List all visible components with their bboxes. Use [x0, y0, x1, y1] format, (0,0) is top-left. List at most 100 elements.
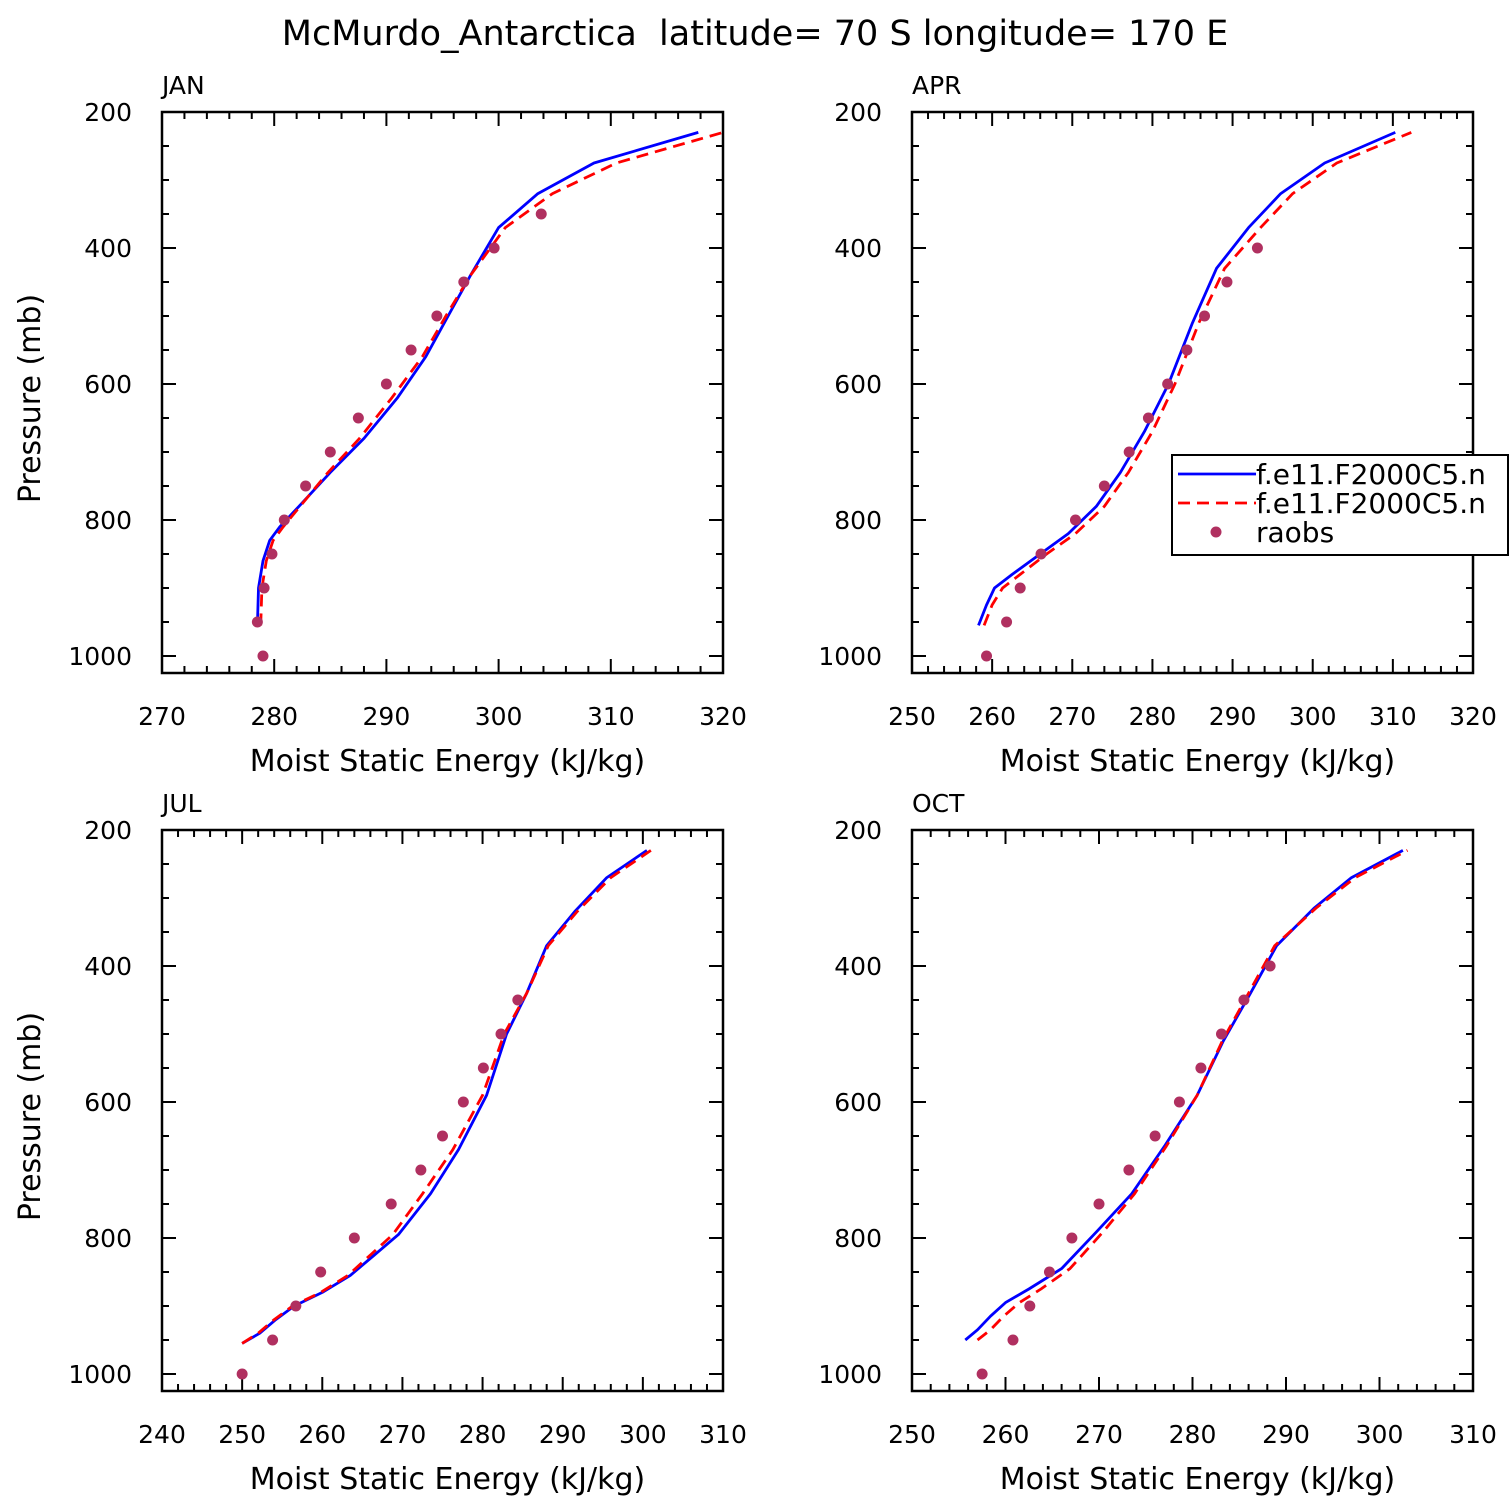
- x-axis-title: Moist Static Energy (kJ/kg): [1000, 744, 1396, 779]
- raobs-point: [1123, 446, 1135, 458]
- series-dashed-line: [241, 849, 652, 1345]
- legend-label: f.e11.F2000C5.n: [1256, 458, 1486, 491]
- x-tick-label: 270: [1048, 702, 1096, 731]
- raobs-point: [976, 1368, 988, 1380]
- raobs-point: [257, 650, 269, 662]
- y-tick-label: 1000: [818, 642, 882, 671]
- raobs-point: [431, 310, 443, 322]
- x-tick-label: 250: [218, 1420, 266, 1449]
- raobs-point: [278, 514, 290, 526]
- y-tick-label: 800: [834, 506, 882, 535]
- y-tick-label: 1000: [818, 1360, 882, 1389]
- raobs-point: [488, 242, 500, 254]
- raobs-point: [437, 1130, 448, 1142]
- raobs-point: [535, 208, 547, 220]
- raobs-point: [1142, 412, 1154, 424]
- raobs-point: [1162, 378, 1174, 390]
- y-tick-label: 800: [84, 506, 132, 535]
- raobs-point: [457, 1096, 469, 1108]
- raobs-point: [1195, 1062, 1207, 1074]
- raobs-point: [981, 650, 993, 662]
- raobs-point: [348, 1232, 360, 1244]
- x-tick-label: 310: [587, 702, 635, 731]
- raobs-point: [1043, 1266, 1055, 1278]
- series-dashed-line: [976, 849, 1409, 1342]
- raobs-point: [1069, 514, 1081, 526]
- x-tick-label: 280: [1129, 702, 1177, 731]
- panel-oct: 250 260 270 280 290 300 310 200 400 600 800 1000 OCT…: [818, 789, 1496, 1497]
- raobs-point: [1181, 344, 1193, 356]
- x-tick-label: 250: [888, 702, 936, 731]
- raobs-point: [1221, 276, 1233, 288]
- raobs-point: [1024, 1300, 1036, 1312]
- x-tick-label: 300: [619, 1420, 667, 1449]
- x-tick-label: 270: [379, 1420, 427, 1449]
- raobs-point: [1035, 548, 1047, 560]
- raobs-point: [1066, 1232, 1078, 1244]
- raobs-point: [258, 582, 270, 594]
- y-tick-label: 200: [834, 98, 882, 127]
- plot-frame: [910, 110, 1475, 675]
- x-tick-label: 310: [1369, 702, 1417, 731]
- y-tick-label: 200: [834, 816, 882, 845]
- x-tick-label: 280: [1169, 1420, 1217, 1449]
- series-dashed-line: [982, 131, 1412, 626]
- x-tick-label: 290: [363, 702, 411, 731]
- raobs-point: [1215, 1028, 1227, 1040]
- y-tick-label: 400: [834, 234, 882, 263]
- x-tick-label: 310: [1449, 1420, 1497, 1449]
- plot-frame: [910, 828, 1475, 1393]
- raobs-point: [324, 446, 336, 458]
- y-tick-label: 1000: [68, 642, 132, 671]
- y-tick-label: 200: [84, 98, 132, 127]
- y-tick-label: 600: [84, 1088, 132, 1117]
- x-tick-label: 290: [1209, 702, 1257, 731]
- x-axis-title: Moist Static Energy (kJ/kg): [1000, 1462, 1396, 1497]
- y-tick-label: 1000: [68, 1360, 132, 1389]
- x-tick-label: 280: [250, 702, 298, 731]
- y-axis-title: Pressure (mb): [13, 1012, 48, 1221]
- raobs-point: [512, 994, 524, 1006]
- raobs-point: [1014, 582, 1026, 594]
- raobs-point: [415, 1164, 427, 1176]
- raobs-point: [1251, 242, 1263, 254]
- x-tick-label: 320: [699, 702, 747, 731]
- raobs-point: [290, 1300, 302, 1312]
- raobs-point: [267, 1334, 279, 1346]
- legend-label: raobs: [1256, 516, 1334, 549]
- panel-jan: 270 280 290 300 310 320 200 400 600 800 1000 JAN Moi…: [13, 71, 747, 779]
- raobs-point: [300, 480, 312, 492]
- raobs-point: [495, 1028, 507, 1040]
- y-tick-label: 400: [834, 952, 882, 981]
- y-tick-label: 600: [834, 370, 882, 399]
- raobs-point: [458, 276, 470, 288]
- x-tick-label: 290: [1262, 1420, 1310, 1449]
- raobs-point: [477, 1062, 489, 1074]
- x-tick-label: 270: [138, 702, 186, 731]
- raobs-point: [236, 1368, 248, 1380]
- x-tick-label: 260: [298, 1420, 346, 1449]
- raobs-point: [251, 616, 263, 628]
- x-tick-label: 300: [1356, 1420, 1404, 1449]
- x-tick-label: 260: [982, 1420, 1030, 1449]
- panel-title: APR: [912, 71, 962, 100]
- panel-title: JUL: [160, 789, 202, 818]
- y-tick-label: 800: [84, 1224, 132, 1253]
- y-axis-title: Pressure (mb): [13, 294, 48, 503]
- raobs-point: [1149, 1130, 1161, 1142]
- legend-raobs-marker: [1210, 526, 1222, 538]
- figure-title: McMurdo_Antarctica latitude= 70 S longit…: [282, 14, 1228, 54]
- x-tick-label: 290: [539, 1420, 587, 1449]
- x-tick-label: 240: [138, 1420, 186, 1449]
- x-tick-label: 310: [699, 1420, 747, 1449]
- y-tick-label: 200: [84, 816, 132, 845]
- x-tick-label: 300: [475, 702, 523, 731]
- raobs-point: [1093, 1198, 1105, 1210]
- raobs-point: [1264, 960, 1276, 972]
- legend-label: f.e11.F2000C5.n: [1256, 487, 1486, 520]
- x-tick-label: 280: [459, 1420, 507, 1449]
- series-solid-line: [241, 849, 648, 1345]
- raobs-point: [405, 344, 417, 356]
- x-axis-title: Moist Static Energy (kJ/kg): [250, 1462, 646, 1497]
